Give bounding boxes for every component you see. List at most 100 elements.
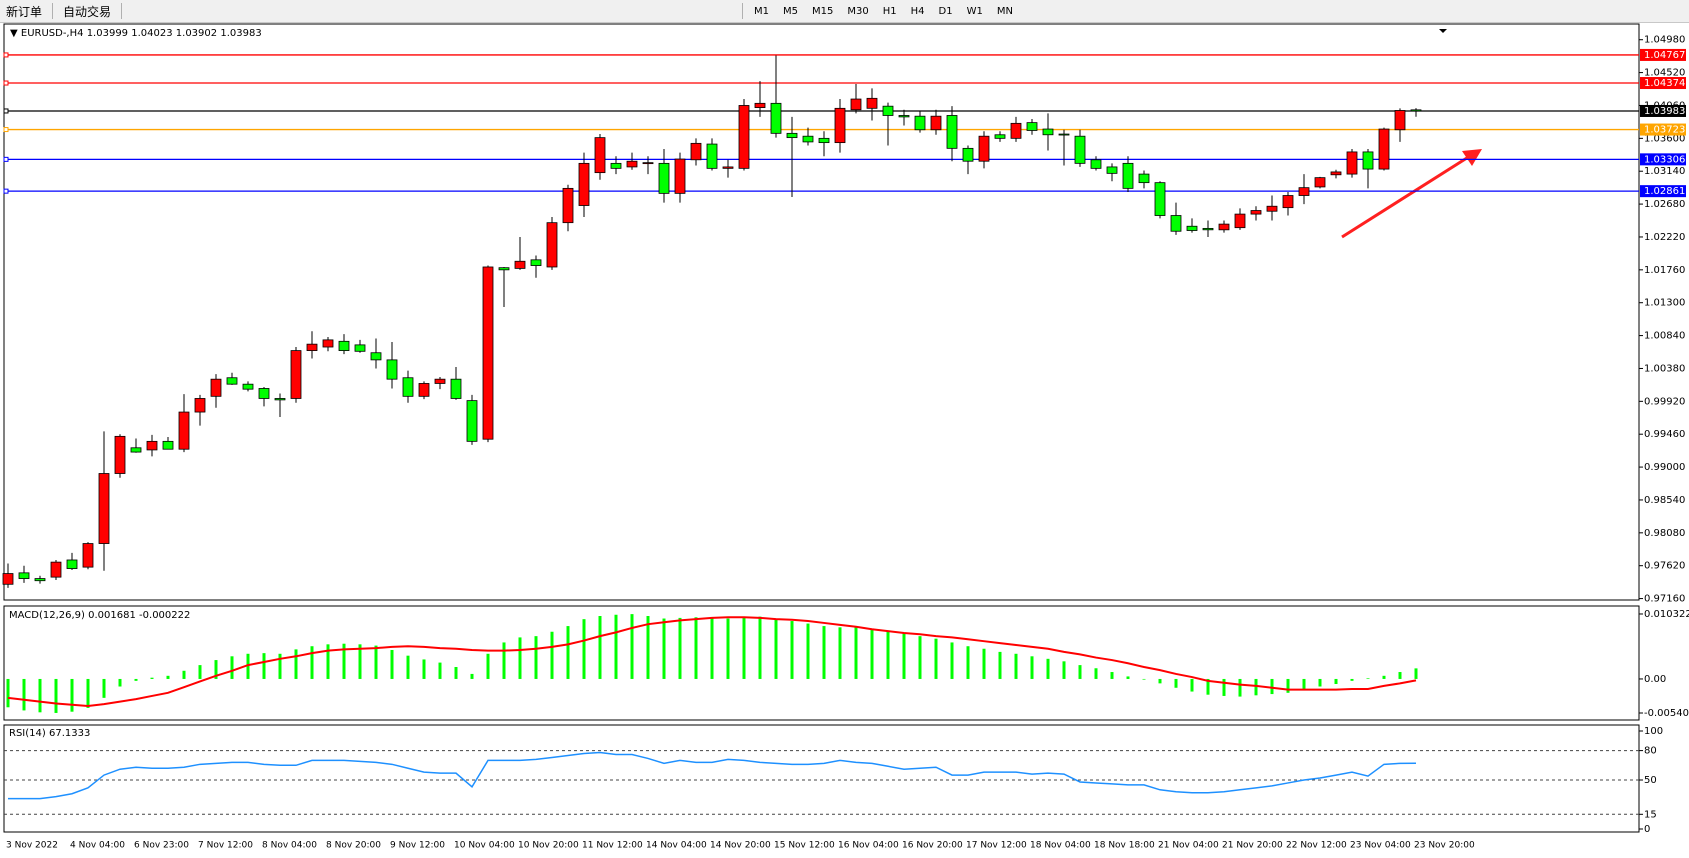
x-tick-label: 22 Nov 12:00 [1286, 841, 1347, 851]
y-tick-label: 1.02220 [1644, 232, 1685, 243]
candle-body [162, 440, 174, 450]
macd-bar [598, 616, 602, 679]
macd-bar [630, 614, 634, 679]
candle-body [610, 162, 622, 169]
y-tick-label: 1.03140 [1644, 166, 1685, 177]
candle-body [946, 115, 958, 149]
timeframe-button[interactable]: H1 [882, 5, 897, 17]
x-tick-label: 18 Nov 18:00 [1094, 841, 1155, 851]
macd-bar [86, 678, 90, 708]
candle-body [226, 377, 238, 385]
candle-body [722, 166, 734, 169]
y-tick-label: 1.04980 [1644, 35, 1685, 46]
high-value: 1.04023 [131, 28, 172, 39]
timeframe-button[interactable]: M15 [812, 5, 834, 17]
candle-body [1010, 122, 1022, 139]
candle-body [562, 187, 574, 224]
macd-bar [374, 645, 378, 679]
rsi-panel [3, 724, 1640, 833]
candle-body [1026, 122, 1038, 131]
macd-bar [694, 617, 698, 679]
macd-bar [1046, 658, 1050, 679]
candle-body [66, 559, 78, 569]
x-tick-label: 21 Nov 20:00 [1222, 841, 1283, 851]
macd-bar [678, 617, 682, 679]
timeframe-button[interactable]: M5 [783, 5, 799, 17]
timeframe-button[interactable]: H4 [910, 5, 925, 17]
separator [742, 3, 744, 19]
timeframe-button[interactable]: M30 [847, 5, 869, 17]
x-tick-label: 10 Nov 04:00 [454, 841, 515, 851]
candle-body [82, 543, 94, 568]
shift-marker [1439, 29, 1447, 33]
separator [52, 3, 54, 19]
y-tick-label: 0.98080 [1644, 528, 1685, 539]
candle-body [690, 142, 702, 161]
candle-body [418, 383, 430, 397]
macd-bar [774, 618, 778, 679]
macd-bar [918, 636, 922, 679]
level-label-box [1640, 48, 1686, 61]
candle-body [402, 377, 414, 397]
timeframe-button[interactable]: MN [996, 5, 1013, 17]
candle-body [498, 267, 510, 271]
level-handle [3, 188, 9, 194]
macd-bar [646, 616, 650, 679]
macd-header: MACD(12,26,9) 0.001681 -0.000222 [9, 610, 190, 621]
y-tick-label: 1.01300 [1644, 298, 1685, 309]
macd-bar [950, 642, 954, 679]
candle-body [322, 339, 334, 348]
macd-bar [134, 678, 138, 681]
candle-body [146, 440, 158, 451]
candle-body [626, 160, 638, 168]
macd-bar [1238, 678, 1242, 697]
candle-body [194, 398, 206, 413]
macd-bar [262, 653, 266, 679]
open-value: 1.03999 [87, 28, 128, 39]
chart-header: ▼ EURUSD-,H4 1.03999 1.04023 1.03902 1.0… [10, 28, 262, 39]
candle-body [818, 137, 830, 144]
macd-bar [710, 617, 714, 679]
candle-body [914, 115, 926, 131]
macd-bar [1334, 678, 1338, 684]
candle-body [1378, 128, 1390, 170]
timeframe-button[interactable]: D1 [938, 5, 953, 17]
macd-bar [118, 678, 122, 687]
x-tick-label: 8 Nov 20:00 [326, 841, 381, 851]
x-tick-label: 6 Nov 23:00 [134, 841, 189, 851]
macd-bar [182, 670, 186, 679]
macd-bar [454, 666, 458, 679]
level-label-box [1640, 104, 1686, 117]
candle-body [258, 388, 270, 399]
level-handle [3, 156, 9, 162]
candle-body [962, 147, 974, 162]
candle-body [594, 137, 606, 174]
candle-body [1122, 162, 1134, 189]
timeframe-button[interactable]: W1 [966, 5, 983, 17]
level-handle [3, 80, 9, 86]
macd-bar [582, 619, 586, 679]
x-tick-label: 16 Nov 04:00 [838, 841, 899, 851]
candle-body [658, 162, 670, 194]
y-tick-label: 1.00840 [1644, 331, 1685, 342]
candle-body [2, 573, 14, 585]
timeframe-button[interactable]: M1 [754, 5, 770, 17]
macd-bar [1206, 678, 1210, 695]
close-value: 1.03983 [220, 28, 261, 39]
candle-body [930, 115, 942, 131]
main-panel [3, 23, 1640, 601]
candle-body [274, 398, 286, 401]
y-tick-label: 1.02680 [1644, 199, 1685, 210]
x-tick-label: 15 Nov 12:00 [774, 841, 835, 851]
x-tick-label: 8 Nov 04:00 [262, 841, 317, 851]
macd-bar [790, 621, 794, 679]
y-tick-label: 1.03600 [1644, 133, 1685, 144]
y-tick-label: 1.04520 [1644, 68, 1685, 79]
macd-bar [246, 653, 250, 679]
new-order-button[interactable]: 新订单 [6, 4, 43, 19]
macd-bar [822, 626, 826, 679]
macd-bar [38, 678, 42, 713]
x-tick-label: 14 Nov 04:00 [646, 841, 707, 851]
auto-trade-button[interactable]: 自动交易 [63, 4, 112, 19]
